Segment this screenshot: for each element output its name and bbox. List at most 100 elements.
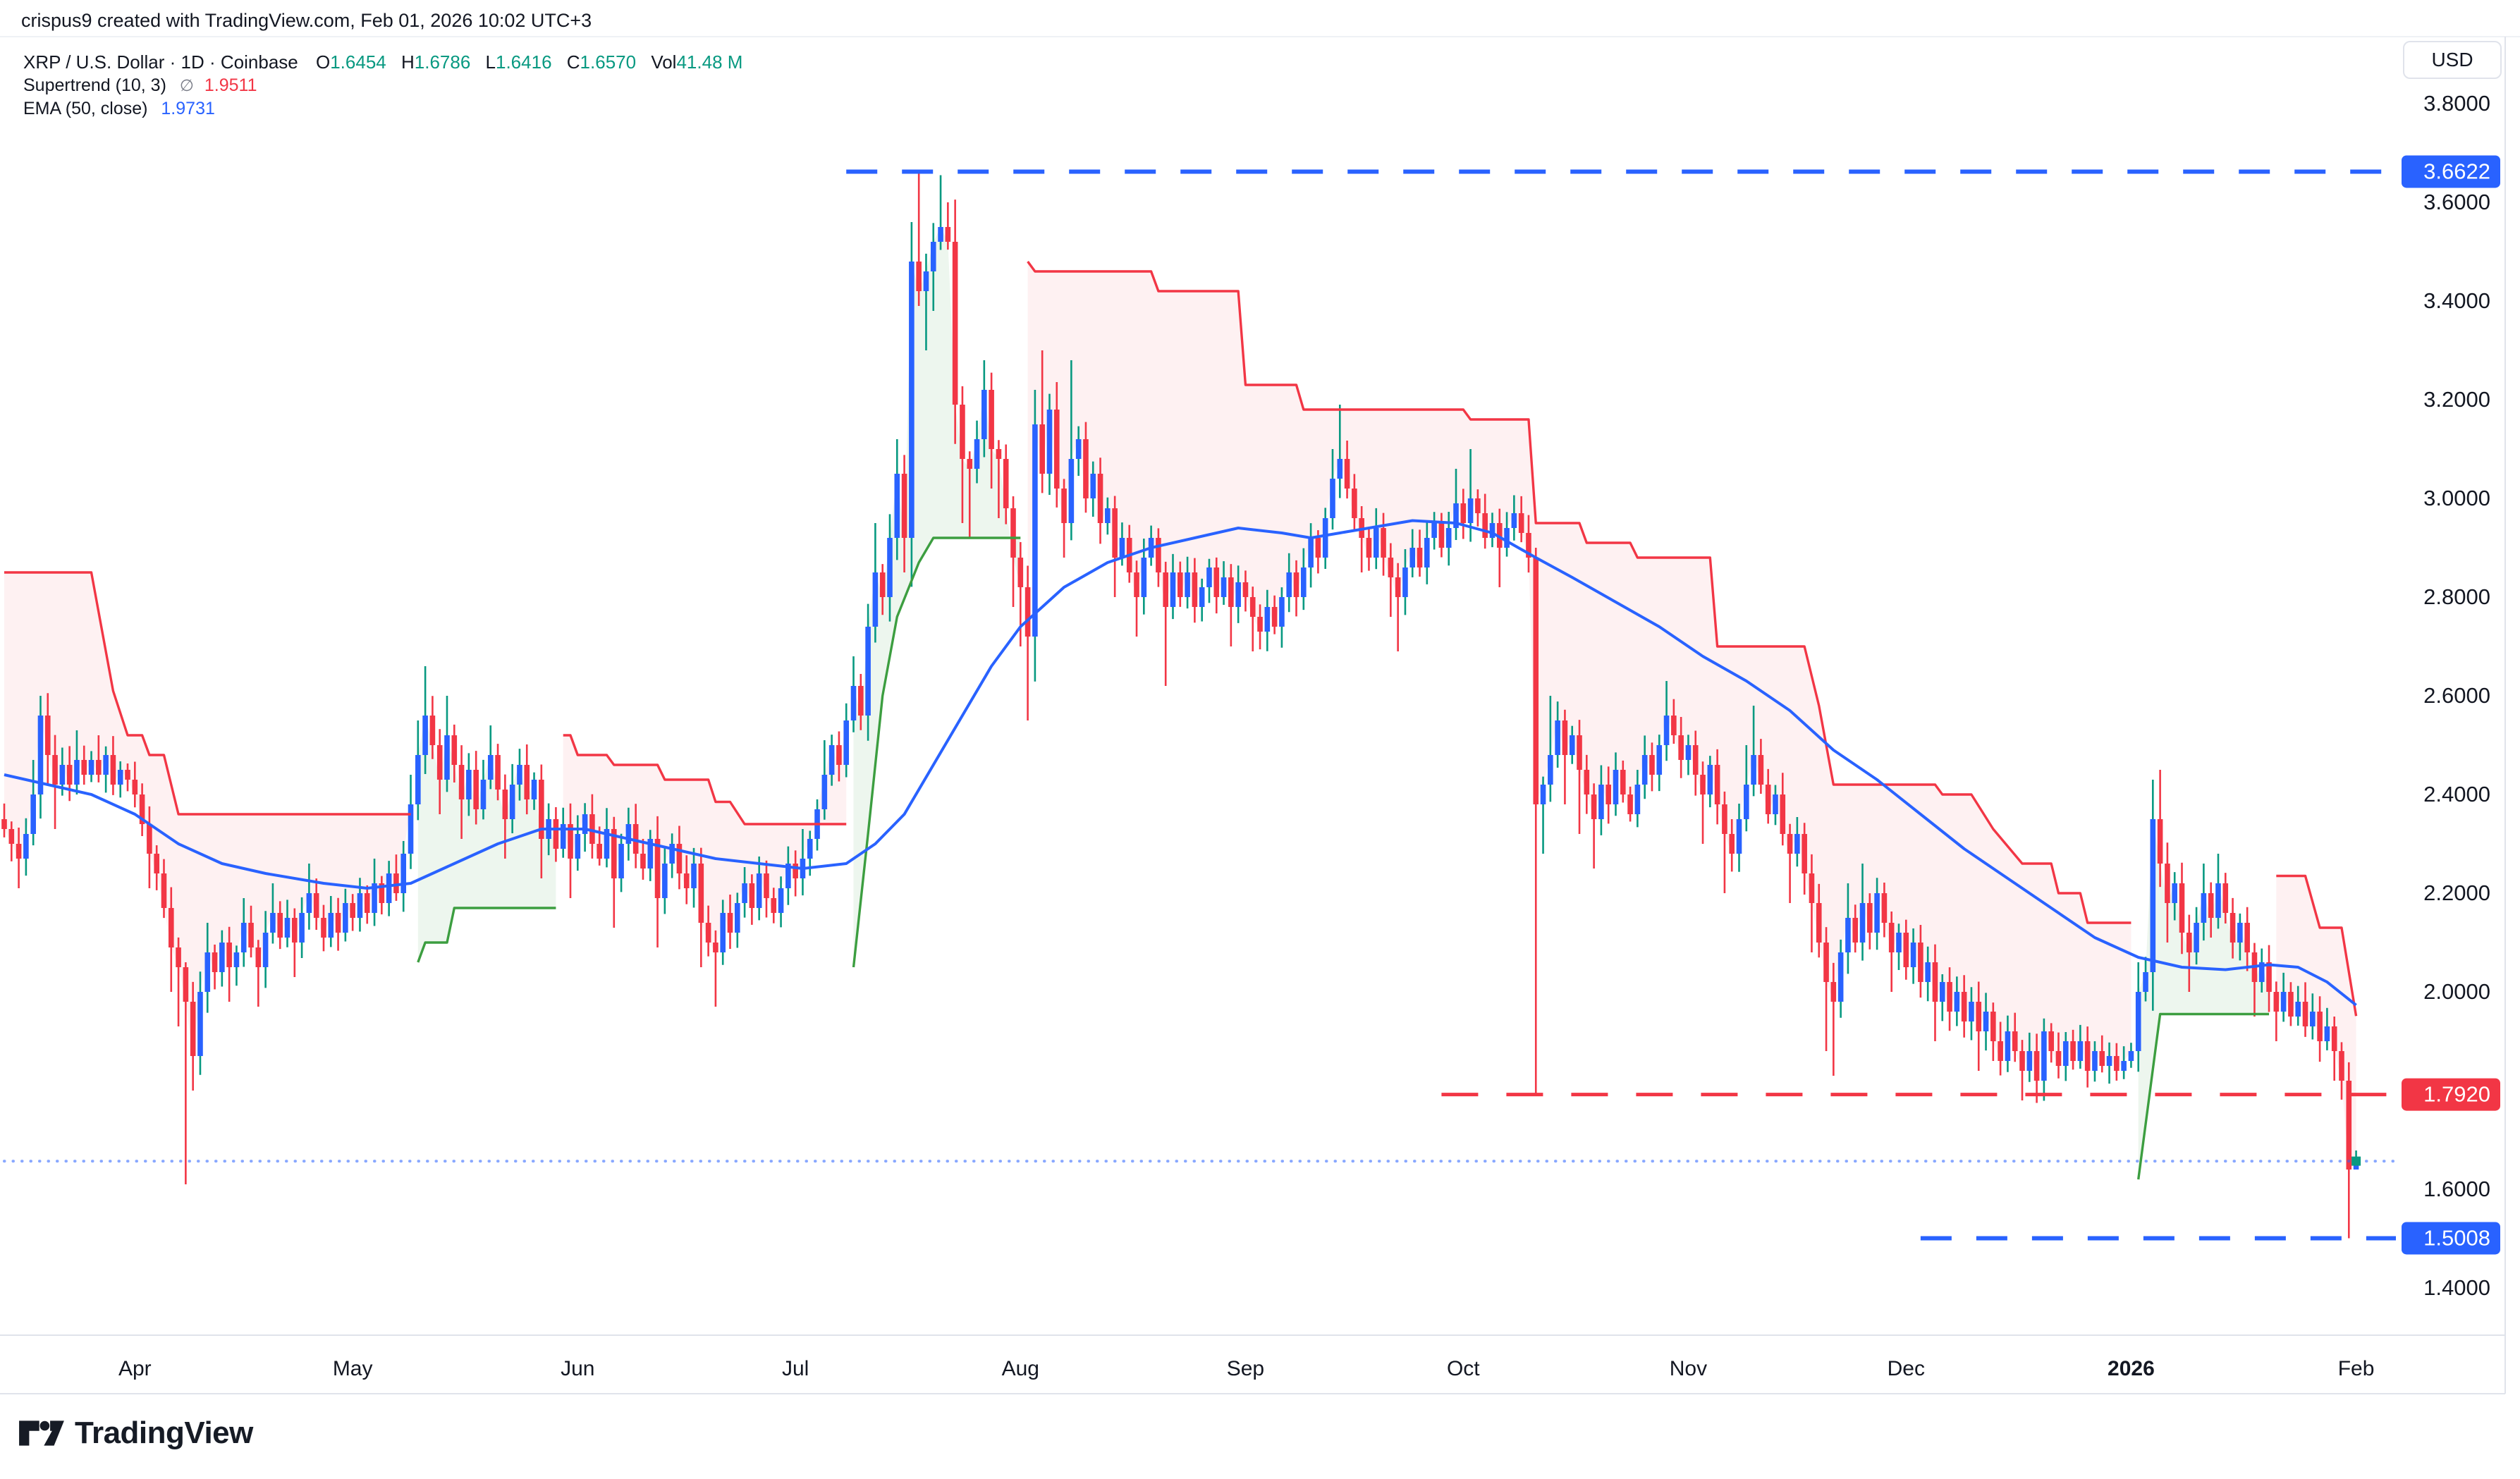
candle-body	[568, 824, 573, 859]
candle-body	[2266, 962, 2272, 992]
time-tick-label: Jun	[561, 1357, 594, 1380]
candle-body	[894, 474, 900, 538]
candle-body	[1961, 992, 1967, 1021]
candle-body	[408, 804, 414, 854]
candle-body	[793, 864, 798, 878]
candle-body	[1751, 755, 1756, 785]
candle-body	[1112, 508, 1118, 558]
level-price-label-box	[2402, 155, 2500, 188]
candle-body	[1279, 597, 1285, 627]
candle-body	[901, 474, 907, 538]
candle-body	[1046, 410, 1053, 474]
candle-body	[669, 844, 675, 864]
open-value: 1.6454	[330, 51, 386, 73]
candle-body	[212, 952, 218, 972]
price-tick-label: 2.0000	[2423, 979, 2490, 1004]
candle-body	[2186, 933, 2192, 952]
candle-body	[1010, 508, 1016, 558]
candle-body	[139, 794, 145, 824]
candle-body	[865, 627, 871, 716]
candle-body	[1598, 785, 1604, 819]
price-tick-label: 2.4000	[2423, 782, 2490, 806]
candle-body	[190, 1002, 196, 1056]
supertrend-fill-down	[563, 720, 847, 952]
candle-body	[2302, 1002, 2308, 1026]
candle-body	[1119, 538, 1125, 558]
candle-body	[1787, 834, 1793, 854]
candle-body	[2339, 1051, 2344, 1081]
price-tick-label: 3.6000	[2423, 190, 2490, 214]
candle-body	[1526, 533, 1531, 558]
price-tick-label: 3.4000	[2423, 288, 2490, 313]
candle-body	[654, 839, 661, 898]
candle-body	[66, 765, 73, 785]
time-tick-label: Apr	[118, 1357, 152, 1380]
tradingview-logo[interactable]: TradingView	[18, 1416, 253, 1451]
candle-body	[509, 785, 515, 819]
candle-body	[1533, 558, 1539, 804]
price-tick-label: 3.8000	[2423, 91, 2490, 116]
candle-body	[1242, 582, 1249, 597]
price-tick-label: 2.8000	[2423, 584, 2490, 609]
time-tick-label: Aug	[1002, 1357, 1039, 1380]
time-tick-label: Sep	[1227, 1357, 1264, 1380]
candle-body	[662, 864, 668, 898]
candle-body	[2150, 819, 2156, 972]
price-tick-label: 3.2000	[2423, 387, 2490, 412]
symbol-title: XRP / U.S. Dollar	[23, 51, 165, 73]
candle-body	[16, 844, 22, 859]
supertrend-fill-down	[1027, 262, 2131, 1081]
candle-body	[843, 720, 850, 765]
candle-body	[2026, 1051, 2033, 1071]
candle-body	[487, 755, 494, 780]
candle-body	[2128, 1051, 2134, 1061]
candle-body	[219, 943, 225, 972]
candle-body	[960, 405, 965, 459]
candle-body	[233, 952, 240, 967]
ohlc-close: C1.6570	[566, 51, 637, 73]
candle-body	[807, 839, 813, 859]
level-lines-layer	[3, 169, 2397, 1241]
supertrend-line-down	[2276, 874, 2358, 1017]
symbol-interval: 1D	[181, 51, 204, 73]
candle-body	[74, 760, 80, 785]
supertrend-line-up	[417, 907, 556, 963]
candle-body	[727, 913, 733, 933]
candle-body	[1330, 479, 1335, 518]
candle-body	[828, 745, 835, 775]
candle-body	[1293, 572, 1299, 597]
candle-body	[81, 760, 87, 775]
candle-body	[429, 716, 436, 745]
candle-body	[2324, 1026, 2330, 1041]
supertrend-fill-down	[2276, 876, 2356, 1170]
candle-body	[640, 854, 646, 869]
candle-body	[2106, 1056, 2112, 1066]
candle-body	[1939, 982, 1945, 1002]
currency-toggle-button[interactable]: USD	[2403, 41, 2502, 79]
candle-body	[1286, 572, 1292, 597]
candle-body	[306, 893, 312, 913]
price-level-labels: 3.6622 1.7920 1.5008	[2402, 155, 2500, 1255]
time-tick-label: Dec	[1888, 1357, 1925, 1380]
candle-body	[357, 893, 363, 918]
candle-body	[292, 918, 298, 943]
supertrend-legend-row: Supertrend (10, 3) ∅ 1.9511	[23, 74, 742, 97]
level-price-label-box	[2402, 1078, 2500, 1111]
candle-body	[531, 780, 537, 799]
candle-body	[597, 844, 602, 859]
last-price-marker	[2351, 1156, 2361, 1166]
candle-body	[30, 794, 36, 834]
candle-body	[1257, 617, 1263, 632]
candle-body	[676, 844, 683, 873]
candle-body	[1097, 474, 1103, 523]
candle-body	[1692, 745, 1699, 775]
supertrend-name: Supertrend (10, 3)	[23, 75, 166, 95]
symbol-legend-row: XRP / U.S. Dollar · 1D · Coinbase O1.645…	[23, 51, 742, 74]
candle-body	[2099, 1051, 2105, 1066]
candle-body	[1381, 528, 1386, 558]
candle-body	[1932, 962, 1938, 1002]
candle-body	[1656, 745, 1663, 775]
candle-body	[1780, 794, 1786, 834]
candle-body	[2273, 992, 2280, 1012]
